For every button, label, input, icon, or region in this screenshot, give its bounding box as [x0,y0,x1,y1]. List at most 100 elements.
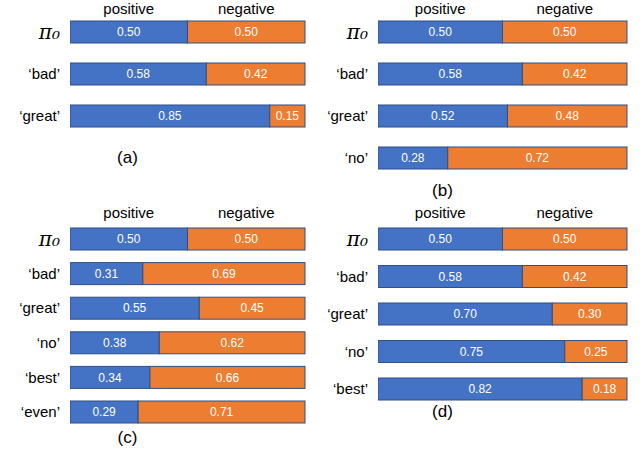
category-label: ‘great’ [19,107,60,124]
data-label: 0.58 [439,270,463,284]
data-label: 0.82 [468,382,492,396]
bars [378,21,627,169]
panel: 0.500.580.850.500.420.15π₀‘bad’‘great’po… [19,0,305,167]
bars [378,228,627,400]
bar-segment [522,266,627,288]
data-label: 0.66 [216,371,240,385]
data-label: 0.72 [526,151,550,165]
data-label: 0.45 [240,301,264,315]
data-label: 0.50 [553,232,577,246]
bar-segment [507,105,627,127]
bar-segment [378,341,565,363]
bar-segment [552,303,627,325]
data-label: 0.50 [235,232,259,246]
data-label: 0.25 [584,345,608,359]
bar-segment [188,228,306,250]
data-label: 0.58 [126,67,150,81]
data-label: 0.29 [92,405,116,419]
bar-segment [70,21,188,43]
panel: 0.500.580.700.750.820.500.420.300.250.18… [327,204,627,421]
legend: positive negative [103,0,274,17]
panel-title: (a) [117,148,138,167]
data-label: 0.50 [553,25,577,39]
bar-segment [70,105,270,127]
panel: 0.500.580.520.280.500.420.480.72π₀‘bad’‘… [327,0,627,200]
bars [70,228,305,423]
category-label: π₀ [346,227,368,251]
bar-segment [159,332,305,354]
data-label: 0.50 [117,25,141,39]
category-labels: π₀ ‘bad’ ‘great’ [19,20,60,124]
data-label: 0.42 [563,67,587,81]
data-labels: 0.500.580.700.750.820.500.420.300.250.18 [429,232,617,396]
data-label: 0.50 [429,232,453,246]
legend-entry: positive [415,204,466,221]
legend-entry: negative [218,204,275,221]
data-label: 0.38 [103,336,127,350]
bar-segment [448,147,627,169]
bar-segment [188,21,306,43]
data-label: 0.55 [123,301,147,315]
bar-segment [70,366,150,388]
legend: positive negative [415,0,593,17]
bar-segment [150,366,305,388]
data-labels: 0.500.580.520.280.500.420.480.72 [401,25,587,165]
bar-segment [70,263,143,285]
data-label: 0.28 [401,151,425,165]
data-label: 0.58 [439,67,463,81]
category-label: ‘best’ [25,369,60,386]
category-label: ‘great’ [327,107,368,124]
legend-entry: negative [536,0,593,17]
bar-segment [378,21,503,43]
category-labels: π₀‘bad’‘great’‘no’ [327,20,368,166]
bar-segment [503,228,628,250]
data-label: 0.50 [429,25,453,39]
data-label: 0.69 [212,267,236,281]
data-label: 0.52 [431,109,455,123]
data-label: 0.50 [117,232,141,246]
bar-segment [522,63,627,85]
category-label: π₀ [38,20,60,44]
bar-segment [503,21,628,43]
data-label: 0.75 [460,345,484,359]
data-label: 0.62 [220,336,244,350]
category-label: ‘even’ [21,403,60,420]
category-label: ‘bad’ [28,65,60,82]
bar-segment [143,263,305,285]
bar-segment [582,378,627,400]
legend-entry: negative [218,0,275,17]
legend-entry: positive [103,0,154,17]
category-label: ‘bad’ [336,268,368,285]
data-label: 0.30 [578,307,602,321]
data-label: 0.85 [158,109,182,123]
category-label: ‘great’ [327,305,368,322]
bar-segment [378,378,582,400]
bar-segment [378,266,522,288]
bar-segment [138,401,305,423]
data-label: 0.71 [210,405,234,419]
data-labels: 0.500.310.550.380.340.290.500.690.450.62… [92,232,264,419]
data-label: 0.34 [98,371,122,385]
bar-segment [565,341,627,363]
legend-entry: negative [536,204,593,221]
bar-segment [199,297,305,319]
legend-entry: positive [415,0,466,17]
category-label: ‘no’ [345,343,368,360]
panel: 0.500.310.550.380.340.290.500.690.450.62… [19,204,305,447]
data-label: 0.50 [235,25,259,39]
category-label: ‘great’ [19,299,60,316]
bar-segment [378,105,507,127]
category-label: ‘no’ [345,149,368,166]
bar-segment [378,63,522,85]
legend-entry: positive [103,204,154,221]
panel-title: (b) [432,181,453,200]
bars [70,21,305,127]
data-label: 0.70 [453,307,477,321]
bar-segment [70,297,199,319]
data-label: 0.42 [563,270,587,284]
bar-segment [378,303,552,325]
legend: positive negative [415,204,593,221]
data-label: 0.15 [276,109,300,123]
category-label: ‘bad’ [28,265,60,282]
bar-segment [378,228,503,250]
